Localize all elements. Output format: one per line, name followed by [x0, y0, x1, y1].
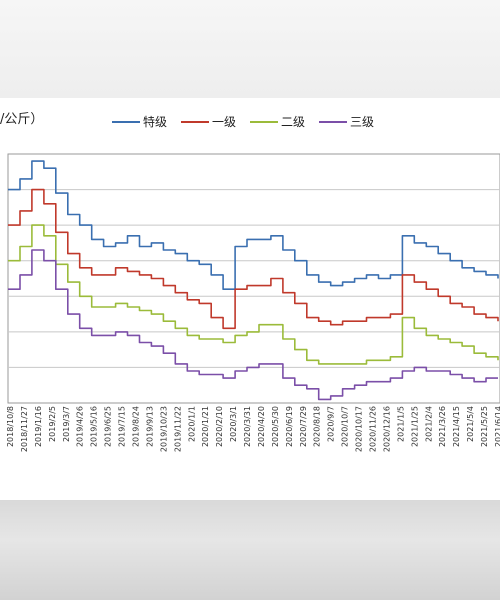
plot-frame [7, 153, 500, 404]
x-tick-label-29: 2021/1/25 [410, 406, 419, 447]
legend-item-1: 一级 [181, 113, 236, 130]
legend-item-3: 三级 [319, 113, 374, 130]
x-tick-label-8: 2019/7/15 [118, 406, 127, 447]
x-tick-label-26: 2020/11/26 [369, 406, 378, 452]
legend-swatch-3 [319, 120, 348, 123]
x-tick-label-31: 2021/3/26 [438, 406, 447, 447]
background-bottom [0, 500, 500, 600]
legend-label-2: 二级 [281, 115, 306, 129]
series-line-1 [8, 188, 499, 330]
x-tick-label-17: 2020/3/31 [243, 406, 252, 447]
x-tick-label-5: 2019/4/26 [76, 406, 85, 447]
x-tick-label-7: 2019/6/25 [104, 406, 113, 447]
x-tick-label-21: 2020/7/29 [299, 406, 308, 447]
x-tick-label-30: 2021/2/4 [424, 406, 433, 442]
legend-swatch-1 [181, 120, 210, 123]
x-tick-label-13: 2020/1/1 [187, 406, 196, 442]
legend-label-0: 特级 [143, 115, 168, 129]
x-tick-label-15: 2020/2/10 [215, 406, 224, 447]
x-tick-label-6: 2019/5/16 [90, 406, 99, 447]
legend-item-0: 特级 [112, 113, 167, 130]
x-tick-label-33: 2021/5/4 [466, 406, 475, 442]
x-tick-label-14: 2020/1/21 [201, 406, 210, 447]
x-tick-label-18: 2020/4/20 [257, 406, 266, 447]
x-tick-label-1: 2018/11/27 [20, 406, 29, 452]
x-tick-label-35: 2021/6/14 [494, 406, 500, 447]
legend-label-3: 三级 [350, 115, 375, 129]
x-tick-label-10: 2019/9/13 [145, 406, 154, 447]
x-tick-label-2: 2019/1/16 [34, 406, 43, 447]
x-tick-label-28: 2021/1/5 [396, 406, 405, 442]
series-line-0 [8, 160, 499, 290]
series-line-3 [8, 249, 498, 401]
legend-swatch-0 [112, 120, 140, 123]
legend-swatch-2 [250, 120, 279, 123]
series-line-2 [8, 224, 499, 365]
x-tick-label-22: 2020/8/18 [313, 406, 322, 447]
chart-panel: /公斤） 特级 一级 二级 三级 2018/10/8 2018/11/27 2019… [0, 98, 500, 500]
x-tick-label-34: 2021/5/25 [480, 406, 489, 447]
y-unit-label: /公斤） [0, 112, 44, 127]
x-tick-label-32: 2021/4/15 [452, 406, 461, 447]
x-tick-label-20: 2020/6/19 [285, 406, 294, 447]
background-top [0, 0, 500, 98]
x-tick-label-9: 2019/8/24 [132, 406, 141, 447]
x-tick-label-25: 2020/10/17 [355, 406, 364, 452]
legend-item-2: 二级 [250, 113, 305, 130]
line-chart: 2018/10/8 2018/11/27 2019/1/16 2019/2/5 2019… [6, 153, 500, 452]
x-tick-label-4: 2019/3/7 [62, 406, 71, 442]
x-tick-label-0: 2018/10/8 [6, 406, 15, 447]
x-tick-label-27: 2020/12/16 [383, 406, 392, 452]
x-tick-label-16: 2020/3/1 [229, 406, 238, 442]
x-tick-label-24: 2020/10/7 [341, 406, 350, 447]
x-tick-label-23: 2020/9/7 [327, 406, 336, 442]
legend: 特级 一级 二级 三级 [112, 113, 374, 130]
x-tick-label-12: 2019/11/22 [173, 406, 182, 452]
x-tick-label-19: 2020/5/30 [271, 406, 280, 447]
x-tick-label-3: 2019/2/5 [48, 406, 57, 442]
legend-label-1: 一级 [212, 115, 237, 129]
x-tick-label-11: 2019/10/23 [159, 406, 168, 452]
